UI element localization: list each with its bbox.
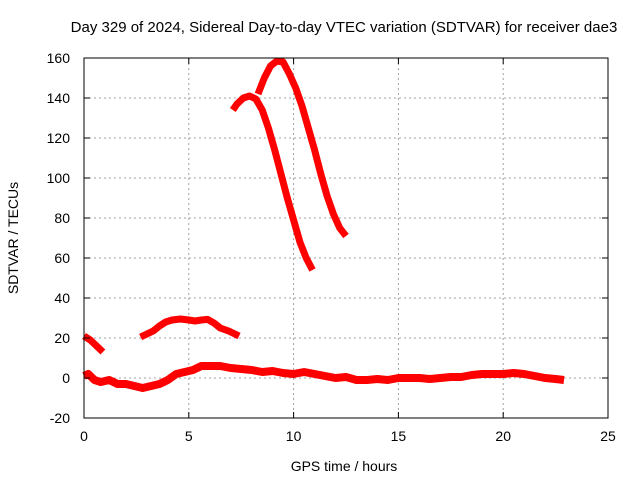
series-line-track-c [229,92,316,272]
x-tick-label: 5 [185,428,193,444]
x-tick-label: 15 [391,428,407,444]
y-tick-label: 0 [62,370,70,386]
x-axis-label: GPS time / hours [291,458,398,474]
x-tick-label: 25 [600,428,616,444]
y-tick-labels: -20 0 20 40 60 80 100 120 140 160 [47,50,71,426]
y-tick-label: 140 [47,90,71,106]
series-line-track-b [139,315,241,341]
chart-title: Day 329 of 2024, Sidereal Day-to-day VTE… [71,19,618,36]
y-tick-label: 100 [47,170,71,186]
series-line-track-d [254,57,349,239]
series-layer [82,57,565,392]
y-tick-label: 20 [54,330,70,346]
x-tick-label: 20 [495,428,511,444]
y-tick-label: 160 [47,50,71,66]
y-tick-label: 80 [54,210,70,226]
y-axis-label: SDTVAR / TECUs [5,182,21,294]
y-tick-label: 120 [47,130,71,146]
series-line-track-e [82,362,565,392]
x-tick-label: 0 [80,428,88,444]
y-tick-label: 40 [54,290,70,306]
plot-frame [83,57,609,419]
x-tick-label: 10 [286,428,302,444]
x-tick-labels: 0 5 10 15 20 25 [80,428,616,444]
grid-lines [84,58,608,418]
y-tick-label: 60 [54,250,70,266]
y-tick-label: -20 [50,410,70,426]
ticks [83,57,609,419]
